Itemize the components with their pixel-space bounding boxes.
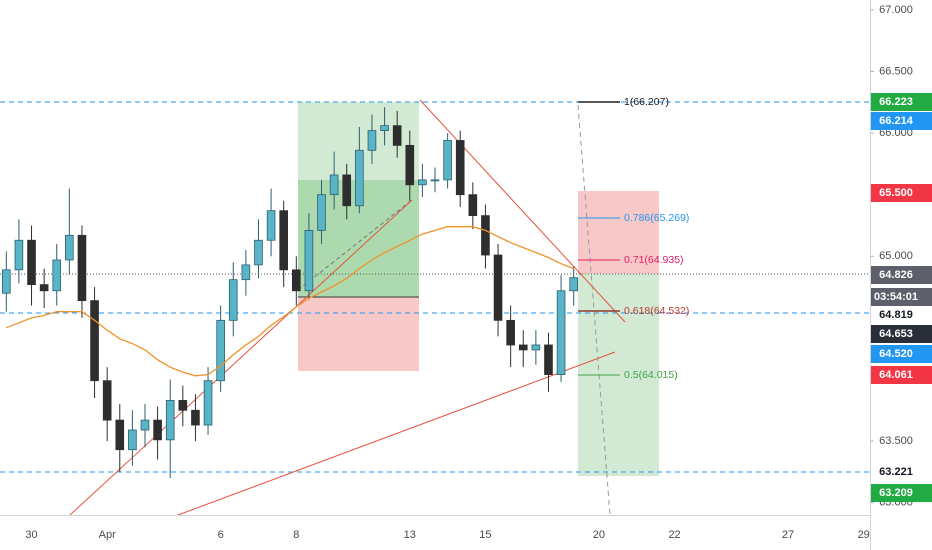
candle-body	[228, 279, 238, 321]
price-badge-label: 63.221	[879, 466, 913, 478]
candle-body	[102, 380, 112, 421]
trend-line	[169, 351, 616, 519]
candle-body	[342, 174, 352, 207]
time-axis	[0, 515, 870, 550]
fib-label: 1(66.207)	[624, 96, 669, 108]
candle-body	[153, 419, 162, 441]
candle-body	[1, 269, 11, 294]
x-tick-label: 20	[593, 529, 605, 541]
candles	[1, 107, 579, 479]
price-badge	[871, 93, 932, 111]
trend-line	[419, 99, 626, 323]
candle-body	[291, 269, 301, 292]
candle-body	[531, 344, 541, 351]
y-tick-label: 65.000	[879, 250, 913, 262]
candle-body	[443, 140, 452, 181]
price-badge	[871, 325, 932, 343]
fib-label: 0.618(64.532)	[624, 305, 689, 317]
candle-body	[254, 239, 263, 266]
candle-body	[14, 239, 24, 271]
candle-body	[418, 179, 427, 186]
candle-body	[544, 344, 553, 375]
candle-body	[392, 125, 402, 146]
candle-body	[481, 215, 490, 256]
price-badge	[871, 463, 932, 481]
x-tick-label: 30	[25, 529, 37, 541]
candle-body	[241, 264, 251, 281]
y-tick-label: 63.500	[879, 435, 913, 447]
price-badge-label: 63.209	[879, 487, 913, 499]
price-badge-label: 64.826	[879, 269, 913, 281]
price-badge-label: 66.214	[879, 115, 914, 127]
candle-body	[329, 174, 339, 196]
price-badge-label: 03:54:01	[874, 291, 918, 303]
candle-body	[128, 429, 137, 451]
candle-body	[165, 400, 175, 441]
x-tick-label: 6	[218, 529, 224, 541]
y-tick-label: 67.000	[879, 4, 913, 16]
candle-body	[518, 344, 528, 351]
loss-zone	[298, 297, 419, 371]
candle-body	[65, 234, 74, 261]
price-badges: 66.223 66.214 65.500 64.826 03:54:01 64.819 64…	[871, 93, 932, 502]
candle-body	[355, 149, 364, 207]
candle-body	[279, 210, 289, 271]
price-badge	[871, 288, 932, 306]
candle-body	[430, 179, 440, 182]
candle-body	[140, 419, 150, 431]
candle-body	[216, 319, 225, 382]
price-badge-label: 64.653	[879, 328, 913, 340]
candle-body	[77, 234, 87, 302]
candle-body	[27, 239, 36, 286]
candle-body	[569, 277, 579, 292]
x-tick-label: 8	[293, 529, 299, 541]
candle-body	[191, 409, 200, 426]
candle-body	[90, 300, 99, 382]
price-badge	[871, 484, 932, 502]
moving-average	[6, 226, 574, 377]
price-badge-label: 65.500	[879, 187, 913, 199]
price-badge	[871, 345, 932, 363]
candle-body	[178, 400, 188, 411]
candle-body	[317, 194, 326, 231]
price-badge	[871, 184, 932, 202]
path-line	[297, 199, 413, 291]
fib-label: 0.5(64.015)	[624, 369, 678, 381]
fib-label: 0.786(65.269)	[624, 212, 689, 224]
price-badge	[871, 306, 932, 324]
trend-line	[69, 199, 413, 516]
candle-body	[380, 125, 389, 131]
candle-body	[455, 140, 465, 196]
candle-body	[203, 380, 213, 426]
x-tick-label: 15	[479, 529, 491, 541]
candle-body	[52, 259, 62, 292]
price-badge-label: 64.520	[879, 348, 913, 360]
price-badge	[871, 366, 932, 384]
candle-body	[556, 290, 566, 375]
candle-body	[115, 419, 125, 451]
price-badge-label: 64.061	[879, 369, 913, 381]
price-badge-label: 64.819	[879, 309, 913, 321]
x-tick-label: 27	[782, 529, 794, 541]
x-tick-label: 29	[858, 529, 870, 541]
price-badge-label: 66.223	[879, 96, 913, 108]
x-tick-label: 13	[404, 529, 416, 541]
y-tick-label: 66.500	[879, 65, 913, 77]
x-tick-label: 22	[668, 529, 680, 541]
fib-label: 0.71(64.935)	[624, 254, 684, 266]
candle-body	[266, 210, 276, 241]
candle-body	[39, 284, 49, 292]
x-tick-label: Apr	[99, 529, 116, 541]
candle-body	[468, 194, 478, 217]
candle-body	[405, 144, 415, 186]
candle-body	[493, 254, 503, 321]
price-badge	[871, 266, 932, 284]
candle-body	[304, 229, 314, 292]
candle-body	[367, 130, 377, 151]
price-badge	[871, 112, 932, 130]
fib-trend	[577, 104, 611, 516]
candle-body	[506, 319, 515, 346]
